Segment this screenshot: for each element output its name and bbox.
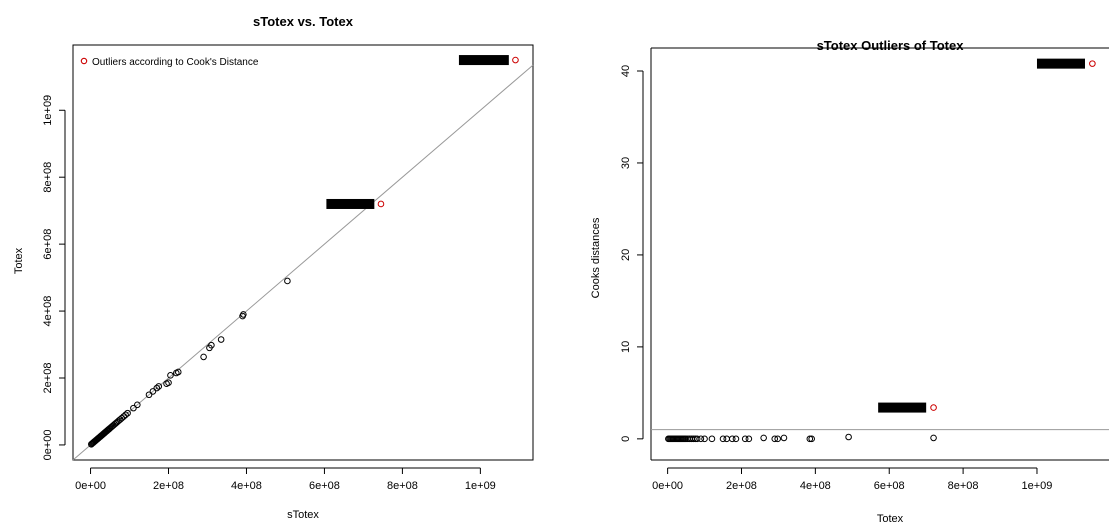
- data-point: [165, 379, 172, 386]
- data-points: [665, 60, 1096, 443]
- x-tick-label: 4e+08: [231, 480, 262, 492]
- data-point: [930, 434, 937, 442]
- data-point: [845, 433, 852, 441]
- data-point: [708, 435, 716, 443]
- data-point: [723, 435, 731, 443]
- outlier-point: [930, 404, 937, 411]
- data-point: [806, 435, 814, 443]
- plot-frame: [72, 44, 534, 461]
- identity-line-path: [72, 64, 534, 461]
- data-point: [693, 435, 701, 443]
- data-point: [208, 341, 215, 349]
- y-axis-label: Cooks distances: [590, 217, 602, 298]
- chart-title: sTotex Outliers of Totex: [817, 38, 965, 53]
- data-point: [153, 384, 161, 392]
- outlier-point: [377, 200, 385, 208]
- redaction-bar: [458, 55, 509, 66]
- data-point: [149, 388, 157, 395]
- data-point: [240, 311, 247, 318]
- data-points: [88, 56, 519, 448]
- data-point: [745, 435, 753, 443]
- y-tick-label: 2e+08: [42, 363, 54, 394]
- data-point: [780, 434, 788, 442]
- data-point: [124, 409, 131, 417]
- y-tick-label: 6e+08: [42, 229, 54, 260]
- redacted-labels: [878, 58, 1085, 413]
- data-point: [728, 435, 736, 443]
- data-point: [120, 413, 127, 420]
- axes: 0e+00 2e+08 4e+08 6e+08 8e+08 1e+09 0e+00 2e+08…: [42, 95, 496, 492]
- chart-title: sTotex vs. Totex: [253, 14, 354, 29]
- axes: 0e+00 2e+08 4e+08 6e+08 8e+08 1e+09 0 10 20 30 40: [620, 65, 1052, 492]
- data-point: [200, 353, 207, 361]
- data-point: [760, 434, 767, 442]
- data-point: [284, 277, 291, 285]
- data-point: [155, 383, 163, 390]
- x-tick-label: 1e+09: [465, 480, 496, 492]
- data-point: [741, 435, 749, 443]
- data-point: [174, 368, 182, 376]
- x-axis-label: Totex: [877, 513, 904, 525]
- y-tick-label: 1e+09: [42, 95, 54, 126]
- data-point: [690, 435, 697, 443]
- x-tick-label: 2e+08: [726, 480, 757, 492]
- y-tick-label: 8e+08: [42, 162, 54, 193]
- redacted-labels: [326, 55, 509, 209]
- x-tick-label: 6e+08: [874, 480, 905, 492]
- legend: Outliers according to Cook's Distance: [80, 57, 259, 68]
- x-tick-label: 1e+09: [1022, 480, 1053, 492]
- data-point: [697, 435, 705, 443]
- outlier-point: [512, 56, 519, 64]
- outlier-point: [1089, 60, 1096, 67]
- redaction-bar: [1036, 58, 1085, 69]
- x-axis-label: sTotex: [287, 509, 319, 521]
- chart-cooks-distances: sTotex Outliers of Totex Totex Cooks dis…: [590, 38, 1109, 525]
- data-point: [808, 435, 815, 443]
- x-tick-label: 8e+08: [948, 480, 979, 492]
- data-point: [167, 372, 174, 379]
- data-point: [217, 336, 225, 343]
- identity-line: [72, 64, 534, 461]
- data-point: [771, 435, 779, 443]
- y-tick-label: 4e+08: [42, 296, 54, 327]
- redaction-bar: [326, 198, 375, 209]
- data-point: [122, 411, 129, 419]
- y-tick-label: 0: [620, 436, 632, 442]
- data-point: [719, 435, 727, 443]
- x-tick-label: 2e+08: [153, 480, 184, 492]
- x-tick-label: 8e+08: [387, 480, 418, 492]
- data-point: [732, 435, 740, 443]
- x-tick-label: 4e+08: [800, 480, 831, 492]
- y-axis-label: Totex: [13, 247, 25, 274]
- y-tick-label: 30: [620, 157, 632, 169]
- y-tick-label: 0e+00: [42, 429, 54, 460]
- data-point: [145, 391, 153, 399]
- chart-cooks-scatter: sTotex vs. Totex sTotex Totex 0e+00 2e+08…: [13, 14, 534, 521]
- x-tick-label: 0e+00: [75, 480, 106, 492]
- redaction-bar: [878, 402, 927, 413]
- y-tick-label: 10: [620, 341, 632, 353]
- data-point: [130, 404, 137, 412]
- data-point: [118, 414, 126, 422]
- data-point: [774, 435, 781, 443]
- x-tick-label: 0e+00: [652, 480, 683, 492]
- y-tick-label: 20: [620, 249, 632, 261]
- x-tick-label: 6e+08: [309, 480, 340, 492]
- data-point: [134, 401, 141, 409]
- data-point: [701, 435, 708, 443]
- y-tick-label: 40: [620, 65, 632, 77]
- legend-outlier-marker: [80, 57, 88, 65]
- legend-label: Outliers according to Cook's Distance: [92, 57, 259, 68]
